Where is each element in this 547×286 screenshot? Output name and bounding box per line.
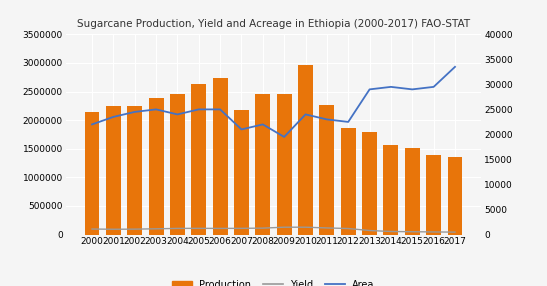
Bar (85, 112, 100, 235)
Bar (170, 94, 185, 235)
Title: Sugarcane Production, Yield and Acreage in Ethiopia (2000-2017) FAO-STAT: Sugarcane Production, Yield and Acreage … (77, 19, 470, 29)
Bar (234, 110, 249, 235)
Bar (319, 105, 334, 235)
Bar (149, 98, 164, 235)
Bar (341, 128, 356, 235)
Bar (298, 65, 313, 235)
Bar (191, 84, 206, 235)
Bar (405, 148, 420, 235)
Bar (426, 155, 441, 235)
Bar (383, 145, 398, 235)
Bar (106, 106, 121, 235)
Legend: Production, Yield, Area: Production, Yield, Area (168, 276, 379, 286)
Bar (277, 94, 292, 235)
Bar (255, 94, 270, 235)
Bar (127, 106, 142, 235)
Bar (447, 157, 462, 235)
Bar (362, 132, 377, 235)
Bar (213, 78, 228, 235)
